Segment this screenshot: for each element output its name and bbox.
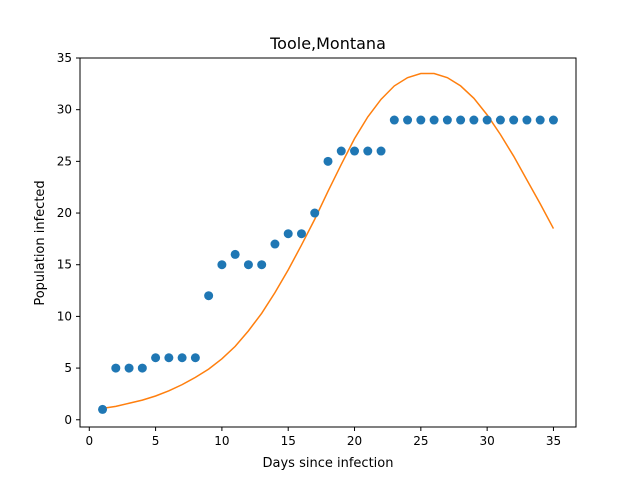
data-point bbox=[243, 260, 253, 270]
data-point bbox=[376, 146, 386, 156]
y-tick-label: 15 bbox=[57, 258, 72, 272]
data-point bbox=[350, 146, 360, 156]
fit-curve-line bbox=[102, 72, 555, 410]
data-point bbox=[336, 146, 346, 156]
y-tick-label: 5 bbox=[64, 361, 72, 375]
data-point bbox=[177, 353, 187, 363]
axis-ticks: 0 5 10 15 20 25 30 35 0 5 10 15 20 25 30 35 bbox=[57, 51, 577, 448]
x-tick-label: 35 bbox=[546, 434, 561, 448]
data-point bbox=[535, 115, 545, 125]
data-point bbox=[469, 115, 479, 125]
data-point bbox=[124, 363, 134, 373]
data-point bbox=[456, 115, 466, 125]
x-tick-label: 20 bbox=[347, 434, 362, 448]
data-point bbox=[323, 156, 333, 166]
x-tick-label: 5 bbox=[152, 434, 160, 448]
data-point bbox=[548, 115, 558, 125]
y-tick-label: 30 bbox=[57, 103, 72, 117]
x-axis-label: Days since infection bbox=[263, 456, 394, 471]
y-tick-label: 20 bbox=[57, 206, 72, 220]
data-point bbox=[403, 115, 413, 125]
data-point bbox=[509, 115, 519, 125]
data-point bbox=[389, 115, 399, 125]
data-point bbox=[522, 115, 532, 125]
y-tick-label: 0 bbox=[64, 413, 72, 427]
data-point bbox=[495, 115, 505, 125]
x-tick-label: 10 bbox=[214, 434, 229, 448]
data-point bbox=[283, 229, 293, 239]
data-point bbox=[230, 249, 240, 259]
y-axis-label: Population infected bbox=[33, 180, 48, 305]
x-tick-label: 15 bbox=[281, 434, 296, 448]
y-tick-label: 10 bbox=[57, 309, 72, 323]
axes-frame bbox=[79, 57, 577, 428]
data-point bbox=[442, 115, 452, 125]
data-point bbox=[98, 404, 108, 414]
data-point bbox=[429, 115, 439, 125]
data-point bbox=[257, 260, 267, 270]
data-point bbox=[416, 115, 426, 125]
data-point bbox=[204, 291, 214, 301]
data-point bbox=[164, 353, 174, 363]
data-point bbox=[137, 363, 147, 373]
data-point bbox=[151, 353, 161, 363]
x-tick-label: 0 bbox=[85, 434, 93, 448]
data-point bbox=[296, 229, 306, 239]
data-point bbox=[310, 208, 320, 218]
data-point bbox=[270, 239, 280, 249]
y-tick-label: 25 bbox=[57, 154, 72, 168]
x-tick-label: 25 bbox=[413, 434, 428, 448]
data-point bbox=[190, 353, 200, 363]
x-tick-label: 30 bbox=[480, 434, 495, 448]
data-point bbox=[482, 115, 492, 125]
data-point bbox=[111, 363, 121, 373]
y-tick-label: 35 bbox=[57, 51, 72, 65]
plot-area bbox=[98, 72, 558, 414]
data-point bbox=[363, 146, 373, 156]
chart-title: Toole,Montana bbox=[269, 34, 386, 53]
data-point bbox=[217, 260, 227, 270]
